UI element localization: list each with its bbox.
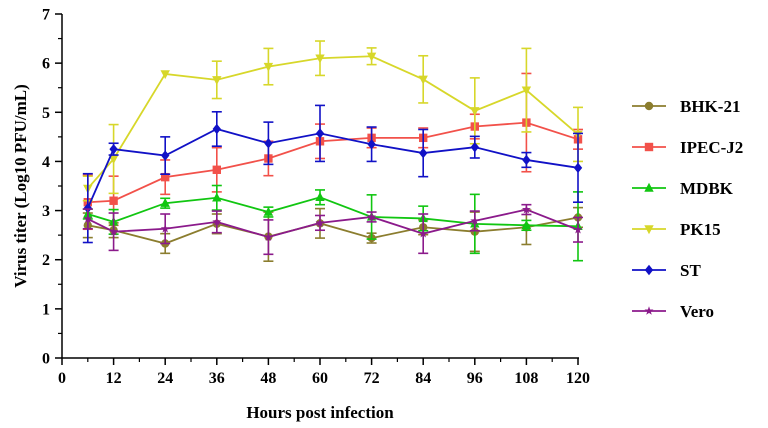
data-point (263, 62, 274, 72)
legend-label: BHK-21 (680, 97, 740, 116)
data-point (367, 212, 377, 221)
y-axis-title: Virus titer (Log10 PFU/mL) (11, 84, 30, 288)
data-point (212, 76, 222, 86)
legend-item: IPEC-J2 (632, 138, 743, 157)
series-line (87, 121, 579, 204)
legend-marker (644, 306, 654, 315)
x-axis-title: Hours post infection (246, 403, 394, 422)
data-point (212, 165, 221, 174)
legend-item: BHK-21 (632, 97, 740, 116)
y-tick-label: 5 (42, 105, 50, 122)
legend-item: ST (632, 261, 701, 280)
y-tick-label: 1 (42, 301, 50, 318)
data-point (109, 143, 118, 155)
x-tick-label: 72 (364, 370, 380, 387)
data-point (160, 224, 170, 233)
legend-label: IPEC-J2 (680, 138, 743, 157)
series-st (82, 104, 583, 244)
data-point (521, 204, 531, 214)
legend: BHK-21 IPEC-J2 MDBK PK15 ST Vero (632, 97, 743, 321)
series-line (87, 55, 579, 190)
data-point (264, 138, 273, 149)
data-point (315, 218, 325, 227)
x-tick-label: 120 (566, 370, 590, 387)
y-axis-ticks: 0 1 2 3 4 5 6 7 (42, 7, 62, 368)
plot-area (82, 40, 583, 262)
data-point (83, 214, 93, 223)
legend-item: MDBK (632, 179, 734, 198)
legend-marker (644, 101, 654, 111)
x-tick-label: 60 (312, 370, 328, 387)
data-point (83, 202, 92, 214)
data-point (160, 198, 170, 207)
data-point (212, 217, 222, 226)
series-bhk-21 (82, 206, 583, 262)
data-point (470, 107, 480, 117)
data-point (109, 196, 118, 205)
x-tick-label: 12 (106, 370, 122, 387)
series-mdbk (82, 184, 583, 262)
legend-label: PK15 (680, 220, 721, 239)
data-point (573, 162, 583, 174)
legend-item: Vero (632, 302, 714, 321)
data-point (521, 86, 532, 96)
legend-marker (644, 182, 654, 192)
data-point (161, 172, 170, 182)
data-point (366, 52, 377, 62)
legend-label: MDBK (680, 179, 734, 198)
y-tick-label: 7 (42, 7, 50, 24)
x-tick-label: 84 (415, 370, 431, 387)
data-point (418, 75, 428, 85)
data-point (522, 154, 531, 166)
data-point (160, 70, 170, 80)
x-tick-label: 96 (467, 370, 483, 387)
legend-label: ST (680, 261, 701, 280)
data-point (263, 206, 274, 216)
data-point (521, 220, 532, 230)
data-point (212, 123, 221, 135)
y-tick-label: 4 (42, 154, 50, 171)
data-point (315, 192, 325, 202)
data-point (212, 192, 222, 202)
y-tick-label: 6 (42, 56, 50, 73)
series-pk15 (82, 40, 583, 202)
data-point (161, 150, 170, 161)
data-point (419, 147, 428, 159)
data-point (470, 141, 479, 153)
x-tick-label: 24 (157, 370, 173, 387)
legend-marker (644, 225, 654, 235)
y-tick-label: 3 (42, 203, 50, 220)
x-axis-ticks: 0 12 24 36 48 60 72 84 96 108 120 (58, 358, 590, 387)
data-point (315, 128, 325, 139)
data-point (263, 232, 273, 241)
data-point (108, 155, 119, 165)
data-point (470, 216, 480, 225)
data-point (418, 228, 428, 238)
x-tick-label: 48 (260, 370, 276, 387)
legend-item: PK15 (632, 220, 721, 239)
x-tick-label: 0 (58, 370, 66, 387)
data-point (315, 54, 325, 64)
series-vero (82, 203, 583, 256)
legend-label: Vero (680, 302, 714, 321)
x-tick-label: 36 (209, 370, 225, 387)
y-tick-label: 0 (42, 351, 50, 368)
data-point (109, 227, 119, 236)
legend-marker (644, 142, 654, 152)
legend-marker (644, 264, 654, 276)
data-point (573, 225, 583, 234)
x-tick-label: 108 (514, 370, 538, 387)
data-point (367, 139, 376, 150)
y-tick-label: 2 (42, 252, 50, 269)
